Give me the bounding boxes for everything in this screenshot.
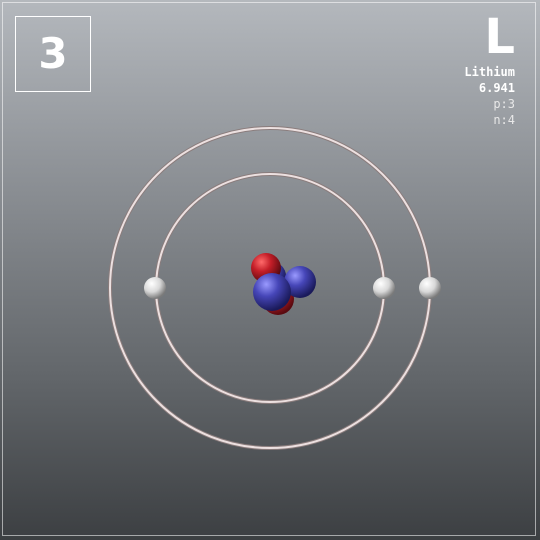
electron xyxy=(144,277,166,299)
neutron xyxy=(284,266,316,298)
nucleus xyxy=(251,253,316,315)
proton-count: p:3 xyxy=(493,97,515,111)
element-info: L Lithium 6.941 p:3 n:4 xyxy=(464,12,515,128)
element-symbol: L xyxy=(484,9,515,65)
element-name: Lithium xyxy=(464,65,515,79)
neutron xyxy=(253,273,291,311)
atomic-number: 3 xyxy=(38,29,68,78)
card-border xyxy=(2,2,536,536)
electron xyxy=(373,277,395,299)
neutron-count: n:4 xyxy=(493,113,515,127)
atomic-mass: 6.941 xyxy=(478,81,515,95)
electron xyxy=(419,277,441,299)
atomic-number-box: 3 xyxy=(15,16,91,92)
